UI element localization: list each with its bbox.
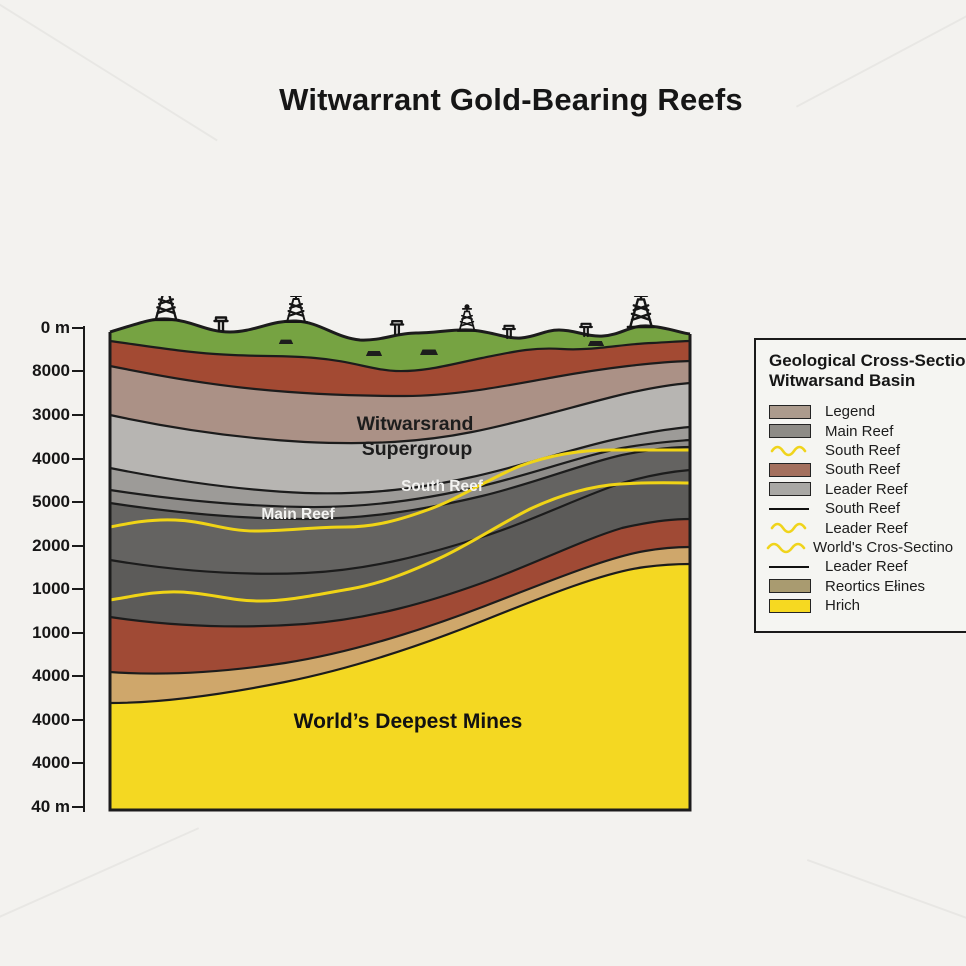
legend-item-label: Leader Reef — [825, 519, 908, 537]
color-swatch — [769, 579, 811, 594]
legend-item: South Reef — [769, 460, 966, 479]
legend-item: Legend — [769, 402, 966, 421]
color-swatch — [769, 462, 811, 477]
cross-section-diagram: Witwarsrand Supergroup South Reef Main R… — [108, 296, 692, 812]
color-swatch — [769, 598, 811, 613]
depth-axis-line — [83, 326, 86, 812]
color-swatch — [769, 482, 811, 497]
legend-item-label: Legend — [825, 403, 876, 421]
legend-item-label: Leader Reef — [825, 480, 908, 498]
axis-label: 0 m — [40, 318, 70, 337]
mine-building-icon — [420, 349, 438, 355]
legend-title-line2: Witwarsand Basin — [769, 371, 916, 391]
axis-label: 1000 — [32, 623, 70, 642]
axis-tick — [72, 414, 83, 417]
axis-tick — [72, 327, 83, 330]
legend-box: Geological Cross-Section: Witwarsand Bas… — [754, 338, 966, 633]
wavy-line-icon — [770, 445, 807, 456]
axis-tick — [72, 545, 83, 548]
legend-item: South Reef — [769, 441, 966, 460]
legend-title: Geological Cross-Section: Witwarsand Bas… — [769, 351, 966, 391]
line-icon — [769, 565, 809, 568]
legend-item: Leader Reef — [769, 480, 966, 499]
main-reef-line — [108, 481, 692, 603]
legend-item: Reortics Ełines — [769, 577, 966, 596]
axis-label: 4000 — [32, 753, 70, 772]
label-supergroup-line2: Supergroup — [362, 438, 473, 460]
headframe-tower-icon — [284, 296, 308, 323]
axis-tick — [72, 806, 83, 809]
label-deepest-mines: World’s Deepest Mines — [294, 710, 523, 733]
axis-tick — [72, 370, 83, 373]
axis-label: 4000 — [32, 666, 70, 685]
mine-building-icon — [587, 341, 605, 346]
legend-item-label: South Reef — [825, 500, 901, 518]
axis-label: 4000 — [32, 710, 70, 729]
mine-building-icon — [278, 339, 294, 344]
paper-crease — [0, 0, 218, 142]
legend-item: South Reef — [769, 499, 966, 518]
axis-label: 4000 — [32, 449, 70, 468]
legend-item-label: South Reef — [825, 461, 901, 479]
line-icon — [769, 507, 809, 510]
mine-post-icon — [389, 320, 405, 336]
axis-tick — [72, 675, 83, 678]
legend-item: World's Cros-Sectino — [766, 538, 966, 557]
axis-label: 3000 — [32, 405, 70, 424]
legend-item-label: Reortics Ełines — [825, 577, 926, 595]
legend-item-label: Hrich — [825, 597, 861, 615]
axis-tick — [72, 719, 83, 722]
mine-building-icon — [365, 351, 383, 356]
label-south-reef: South Reef — [401, 478, 484, 495]
label-supergroup-line1: Witwarsrand — [357, 413, 474, 435]
legend-item-label: Leader Reef — [825, 558, 908, 576]
headframe-tower-icon — [152, 296, 180, 322]
axis-label: 5000 — [32, 492, 70, 511]
axis-label: 1000 — [32, 579, 70, 598]
legend-item-label: World's Cros-Sectino — [813, 539, 954, 557]
legend-item-label: South Reef — [825, 442, 901, 460]
layer-gold-basement — [110, 564, 690, 810]
axis-tick — [72, 588, 83, 591]
axis-tick — [72, 458, 83, 461]
color-swatch — [769, 404, 811, 419]
legend-item: Hrich — [769, 596, 966, 615]
page-title: Witwarrant Gold-Bearing Reefs — [279, 82, 743, 117]
legend-item: Leader Reef — [769, 518, 966, 537]
axis-tick — [72, 632, 83, 635]
axis-label: 8000 — [32, 361, 70, 380]
axis-label: 40 m — [31, 797, 70, 816]
wavy-line-icon — [770, 522, 807, 534]
wavy-line-icon — [766, 542, 806, 553]
axis-tick — [72, 501, 83, 504]
legend-title-line1: Geological Cross-Section: — [769, 351, 966, 370]
label-main-reef: Main Reef — [261, 506, 335, 523]
headframe-tower-icon — [626, 296, 656, 329]
layer-boundary-lines — [109, 339, 691, 705]
legend-item: Leader Reef — [769, 557, 966, 576]
mine-post-icon — [213, 316, 229, 333]
section-border — [108, 317, 692, 812]
axis-tick — [72, 762, 83, 765]
color-swatch — [769, 424, 811, 439]
axis-label: 2000 — [32, 536, 70, 555]
paper-crease — [0, 827, 200, 935]
south-reef-line — [108, 448, 692, 533]
legend-item: Main Reef — [769, 421, 966, 440]
headframe-tower-icon — [456, 303, 478, 332]
legend-item-label: Main Reef — [825, 422, 894, 440]
paper-crease — [806, 859, 966, 943]
